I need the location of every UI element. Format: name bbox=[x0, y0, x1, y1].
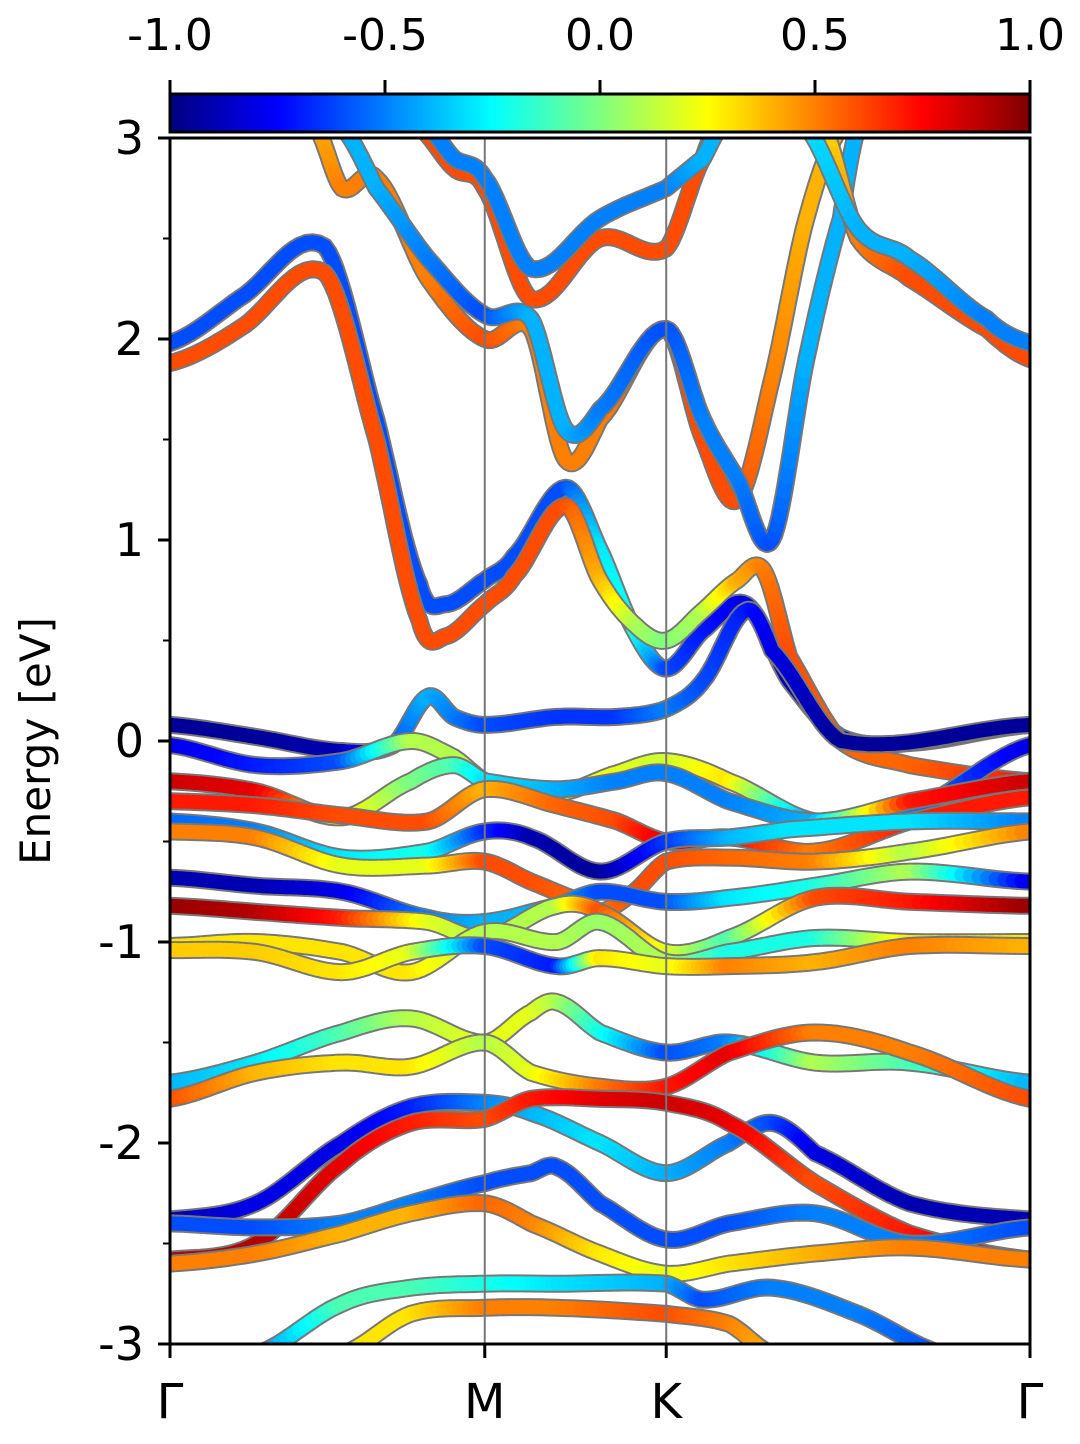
x-tick-label: M bbox=[464, 1374, 505, 1430]
band-20 bbox=[342, 1307, 772, 1354]
plot-area: 3 2 1 0 -1 -2 -3 Γ M K Γ Energy [eV] bbox=[11, 111, 1044, 1430]
band-segment bbox=[919, 1345, 925, 1348]
y-tick-label: -2 bbox=[98, 1116, 144, 1170]
band-segment bbox=[932, 1350, 938, 1352]
band-segment bbox=[268, 1346, 274, 1349]
band-segment bbox=[938, 1352, 944, 1354]
band-segment bbox=[1017, 725, 1031, 726]
colorbar-tick-label: -0.5 bbox=[342, 10, 428, 61]
band-outline bbox=[170, 269, 1030, 781]
colorbar: -1.0 -0.5 0.0 0.5 1.0 bbox=[127, 10, 1065, 132]
colorbar-tick-label: 0.0 bbox=[565, 10, 635, 61]
band-segment bbox=[766, 1351, 769, 1353]
band-segment bbox=[262, 1349, 268, 1352]
x-tick-label: Γ bbox=[1017, 1374, 1044, 1430]
band-2 bbox=[170, 269, 1030, 781]
band-segment bbox=[714, 134, 715, 136]
band-segment bbox=[256, 1352, 262, 1354]
y-tick-label: 1 bbox=[115, 513, 144, 567]
band-segment bbox=[760, 1347, 763, 1349]
x-tick-label: Γ bbox=[157, 1374, 184, 1430]
band-segment bbox=[347, 133, 350, 136]
band-segment bbox=[342, 1352, 347, 1354]
x-tick-label: K bbox=[650, 1374, 683, 1430]
y-tick-label: 2 bbox=[115, 312, 144, 366]
band-segment bbox=[769, 1353, 772, 1354]
band-21 bbox=[316, 128, 841, 501]
band-segment bbox=[763, 1349, 766, 1351]
band-3 bbox=[170, 610, 1030, 752]
y-tick-label: -1 bbox=[98, 915, 144, 969]
y-tick-label: 3 bbox=[115, 111, 144, 165]
colorbar-tick-label: 1.0 bbox=[995, 10, 1065, 61]
y-tick-label: -3 bbox=[98, 1317, 144, 1371]
band-1 bbox=[170, 242, 1030, 745]
band-outline bbox=[170, 242, 1030, 745]
band-segment bbox=[713, 134, 714, 136]
y-axis-label: Energy [eV] bbox=[11, 617, 60, 865]
band-segment bbox=[352, 1348, 357, 1351]
band-outline bbox=[170, 610, 1030, 752]
y-tick-label: 0 bbox=[115, 714, 144, 768]
colorbar-gradient bbox=[170, 94, 1030, 132]
colorbar-tick-label: 0.5 bbox=[780, 10, 850, 61]
colorbar-tick-label: -1.0 bbox=[127, 10, 213, 61]
band-segment bbox=[347, 1350, 352, 1352]
band-segment bbox=[926, 1348, 932, 1351]
